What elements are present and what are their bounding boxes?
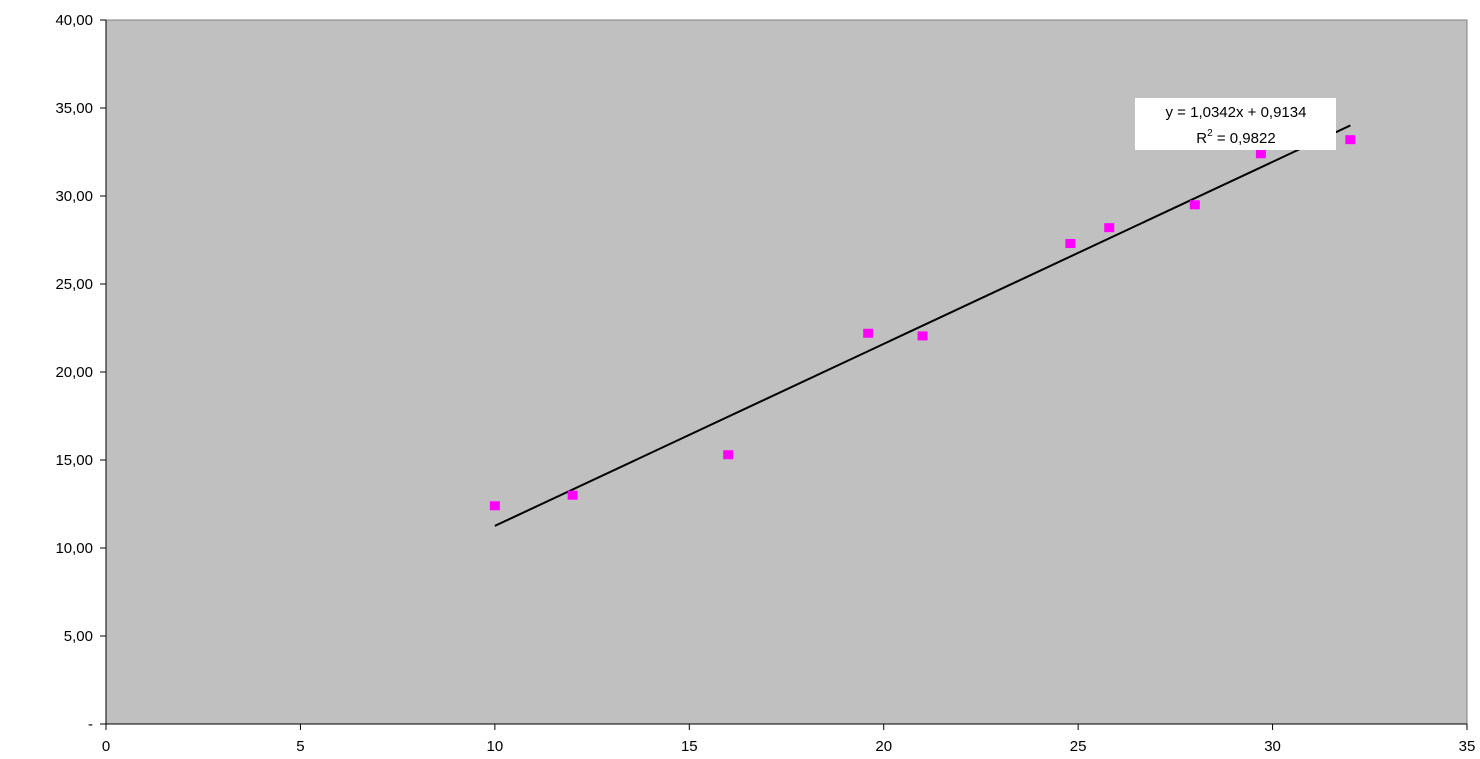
data-point [567, 490, 578, 500]
r-squared-prefix: R [1196, 130, 1207, 147]
data-point [863, 328, 874, 338]
x-tick-label: 20 [875, 738, 892, 755]
data-points [489, 135, 1356, 511]
axes: - 5,00 10,00 15,00 20,00 25,00 30,00 35,00 40,00… [55, 12, 1475, 755]
data-point [1065, 239, 1076, 249]
x-tick-label: 10 [487, 738, 504, 755]
y-tick-label: 35,00 [55, 100, 93, 117]
y-tick-label: 20,00 [55, 364, 93, 381]
y-tick-label: 25,00 [55, 276, 93, 293]
x-tick-label: 35 [1459, 738, 1476, 755]
x-tick-label: 0 [102, 738, 110, 755]
y-tick-label: 40,00 [55, 12, 93, 29]
r-squared-value: = 0,9822 [1213, 130, 1276, 147]
data-point [1345, 135, 1356, 145]
r-squared-superscript: 2 [1207, 128, 1213, 139]
trendline [494, 124, 1351, 527]
x-tick-label: 30 [1264, 738, 1281, 755]
y-tick-label: - [88, 716, 93, 733]
r-squared-label: R2 = 0,9822 [1196, 128, 1275, 147]
data-point [917, 331, 928, 341]
y-tick-label: 15,00 [55, 452, 93, 469]
data-point [1104, 223, 1115, 233]
x-tick-label: 25 [1070, 738, 1087, 755]
equation-background [1135, 98, 1336, 150]
trendline-group [494, 124, 1351, 527]
data-point [723, 450, 734, 460]
y-tick-label: 10,00 [55, 540, 93, 557]
trendline-equation-box: y = 1,0342x + 0,9134 R2 = 0,9822 [1135, 98, 1336, 150]
x-tick-label: 5 [296, 738, 304, 755]
data-point [489, 501, 500, 511]
trendline-equation: y = 1,0342x + 0,9134 [1166, 104, 1307, 121]
x-tick-label: 15 [681, 738, 698, 755]
data-point [1189, 200, 1200, 210]
data-point [1255, 149, 1266, 159]
y-tick-label: 5,00 [64, 628, 93, 645]
y-tick-label: 30,00 [55, 188, 93, 205]
